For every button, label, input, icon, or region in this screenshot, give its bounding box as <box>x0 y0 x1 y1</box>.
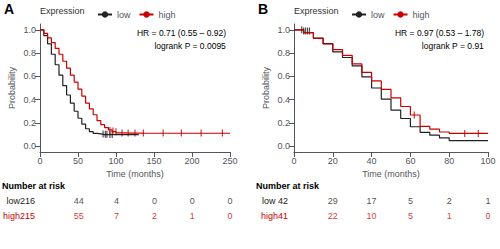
svg-text:Time (months): Time (months) <box>106 169 164 179</box>
svg-text:1: 1 <box>485 196 490 206</box>
svg-text:Probability: Probability <box>7 66 17 109</box>
svg-text:50: 50 <box>73 156 83 166</box>
svg-text:0.2: 0.2 <box>23 118 36 128</box>
svg-text:Probability: Probability <box>261 66 271 109</box>
svg-text:80: 80 <box>444 156 454 166</box>
svg-text:logrank P = 0.91: logrank P = 0.91 <box>422 41 484 51</box>
svg-text:150: 150 <box>146 156 161 166</box>
svg-text:17: 17 <box>367 196 377 206</box>
svg-text:22: 22 <box>328 211 338 221</box>
svg-text:100: 100 <box>108 156 123 166</box>
svg-text:high215: high215 <box>3 211 35 221</box>
svg-text:0.4: 0.4 <box>23 95 36 105</box>
svg-text:4: 4 <box>114 196 119 206</box>
svg-text:0.4: 0.4 <box>277 95 290 105</box>
svg-text:0: 0 <box>227 211 232 221</box>
svg-text:high: high <box>159 10 176 20</box>
svg-text:0.8: 0.8 <box>23 48 36 58</box>
svg-text:low: low <box>371 10 385 20</box>
svg-text:0: 0 <box>485 211 490 221</box>
svg-text:Time (months): Time (months) <box>362 169 420 179</box>
svg-text:2: 2 <box>152 211 157 221</box>
svg-text:0: 0 <box>291 156 296 166</box>
svg-text:5: 5 <box>408 196 413 206</box>
svg-text:10: 10 <box>367 211 377 221</box>
svg-text:29: 29 <box>328 196 338 206</box>
svg-text:Number at risk: Number at risk <box>2 181 66 191</box>
svg-text:40: 40 <box>367 156 377 166</box>
svg-text:Expression: Expression <box>294 6 339 16</box>
svg-text:Expression: Expression <box>40 6 85 16</box>
svg-text:0.2: 0.2 <box>277 118 290 128</box>
svg-text:7: 7 <box>114 211 119 221</box>
svg-text:0.6: 0.6 <box>277 71 290 81</box>
svg-text:1.0: 1.0 <box>23 25 36 35</box>
svg-text:55: 55 <box>74 211 84 221</box>
svg-text:1.0: 1.0 <box>277 25 290 35</box>
svg-text:2: 2 <box>447 196 452 206</box>
svg-text:250: 250 <box>222 156 237 166</box>
svg-text:B: B <box>258 1 268 17</box>
svg-text:0.8: 0.8 <box>277 48 290 58</box>
svg-text:200: 200 <box>184 156 199 166</box>
svg-text:HR = 0.71 (0.55 – 0.92): HR = 0.71 (0.55 – 0.92) <box>137 28 226 38</box>
svg-text:low: low <box>117 10 131 20</box>
svg-text:100: 100 <box>480 156 495 166</box>
svg-text:0.0: 0.0 <box>23 141 36 151</box>
svg-text:HR = 0.97 (0.53 – 1.78): HR = 0.97 (0.53 – 1.78) <box>395 28 484 38</box>
svg-text:high: high <box>413 10 430 20</box>
svg-text:0.6: 0.6 <box>23 71 36 81</box>
svg-text:logrank P = 0.0095: logrank P = 0.0095 <box>154 41 226 51</box>
svg-text:5: 5 <box>408 211 413 221</box>
svg-text:0: 0 <box>190 196 195 206</box>
svg-text:1: 1 <box>190 211 195 221</box>
svg-text:0: 0 <box>152 196 157 206</box>
svg-text:0.0: 0.0 <box>277 141 290 151</box>
svg-text:60: 60 <box>405 156 415 166</box>
svg-text:A: A <box>4 1 14 17</box>
svg-text:0: 0 <box>227 196 232 206</box>
svg-text:44: 44 <box>74 196 84 206</box>
svg-text:low216: low216 <box>7 196 36 206</box>
svg-text:1: 1 <box>447 211 452 221</box>
svg-text:0: 0 <box>37 156 42 166</box>
svg-text:Number at risk: Number at risk <box>256 181 320 191</box>
svg-text:low 42: low 42 <box>262 196 288 206</box>
svg-text:high41: high41 <box>261 211 288 221</box>
svg-text:20: 20 <box>328 156 338 166</box>
